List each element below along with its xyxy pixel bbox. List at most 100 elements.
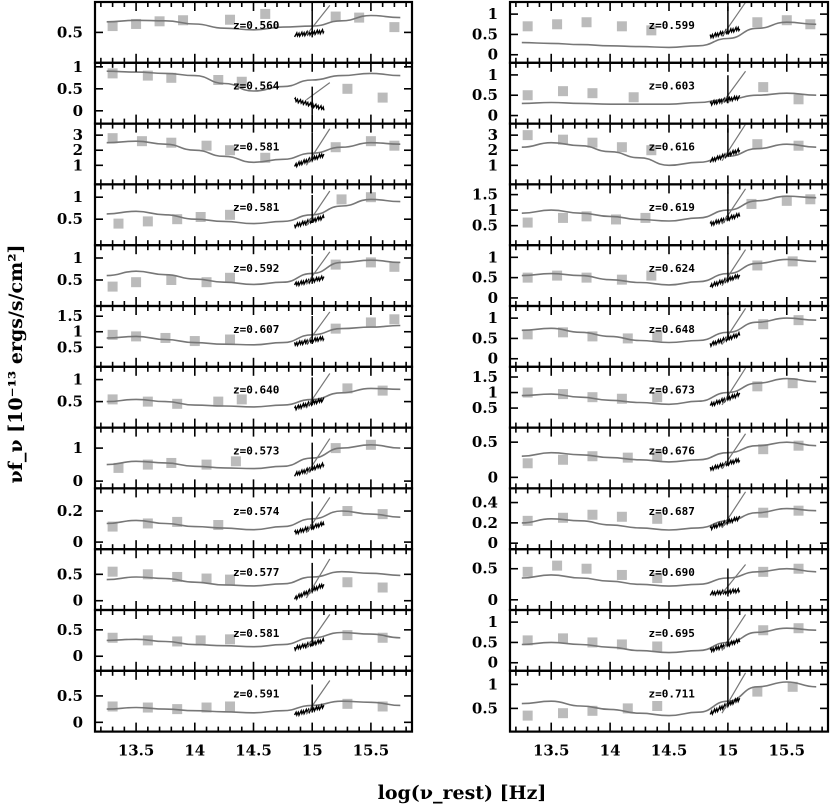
- model-curve: [521, 92, 817, 106]
- photometry-point: [558, 327, 568, 338]
- photometry-point: [793, 440, 804, 451]
- y-tick-label: 0: [488, 654, 498, 672]
- photometry-point: [178, 15, 189, 26]
- photometry-point: [616, 274, 627, 285]
- y-tick-label: 1: [488, 248, 498, 266]
- model-curve: [106, 14, 401, 31]
- model-curve: [106, 443, 401, 470]
- spectrum-line: [709, 94, 741, 107]
- photometry-point: [201, 573, 212, 584]
- photometry-point: [225, 209, 236, 220]
- x-tick-label: 14: [600, 742, 621, 760]
- panel-17: z=0.624 1 0.5 0: [472, 244, 830, 308]
- redshift-label: z=0.560: [233, 19, 279, 32]
- photometry-point: [787, 256, 798, 267]
- panel-data: [106, 680, 401, 718]
- photometry-point: [389, 314, 400, 325]
- spectrum-line: [293, 461, 325, 477]
- photometry-point: [166, 137, 177, 148]
- panel-data: [106, 438, 401, 477]
- y-tick-label: 1: [488, 201, 498, 219]
- photometry-point: [552, 560, 563, 571]
- spectrum-extrapolation: [721, 672, 747, 714]
- photometry-point: [758, 444, 769, 455]
- spectrum-extrapolation: [305, 311, 331, 345]
- photometry-point: [225, 14, 236, 25]
- panel-frame: [93, 669, 414, 733]
- redshift-label: z=0.673: [649, 384, 695, 397]
- photometry-point: [201, 459, 212, 470]
- y-tick-label: 0: [488, 289, 498, 307]
- panel-data: [521, 249, 817, 289]
- y-tick-label: 0: [73, 533, 83, 551]
- x-tick-label: 15: [717, 742, 738, 760]
- photometry-point: [752, 139, 763, 150]
- x-axis-title: log(ν_rest) [Hz]: [378, 782, 547, 804]
- panel-data: [521, 2, 817, 49]
- photometry-point: [552, 270, 563, 281]
- model-curve: [521, 377, 817, 406]
- model-curve: [521, 681, 817, 717]
- x-tick-label: 15: [302, 742, 323, 760]
- panel-10: z=0.577 0.5 0: [57, 548, 414, 612]
- panel-2: z=0.564 1 0.5 0: [57, 58, 414, 125]
- photometry-point: [201, 140, 212, 151]
- photometry-point: [213, 520, 224, 531]
- model-curve: [521, 21, 817, 49]
- redshift-label: z=0.607: [233, 323, 279, 336]
- panel-14: z=0.603 1 0.5 0: [472, 61, 830, 125]
- spectrum-extrapolation: [305, 190, 331, 227]
- spectrum-line: [709, 696, 741, 717]
- photometry-point: [365, 136, 376, 147]
- photometry-point: [587, 509, 598, 520]
- photometry-point: [558, 454, 568, 465]
- photometry-point: [781, 195, 792, 206]
- photometry-point: [652, 641, 663, 652]
- y-tick-label: 0.5: [57, 23, 83, 41]
- photometry-point: [587, 637, 598, 648]
- spectrum-extrapolation: [305, 82, 331, 101]
- photometry-point: [616, 142, 627, 153]
- spectrum-extrapolation: [721, 70, 747, 104]
- panel-data: [521, 123, 817, 167]
- panel-frame: [93, 365, 414, 429]
- photometry-point: [587, 88, 598, 99]
- photometry-point: [558, 512, 568, 523]
- redshift-label: z=0.648: [649, 323, 695, 336]
- spectrum-line: [293, 396, 325, 412]
- y-tick-label: 0: [488, 46, 498, 64]
- x-tick-label: 13.5: [118, 742, 155, 760]
- y-tick-label: 1: [73, 156, 83, 174]
- photometry-point: [558, 212, 568, 223]
- model-curve: [106, 198, 401, 225]
- photometry-point: [558, 708, 568, 719]
- y-tick-label: 1: [488, 675, 498, 693]
- spectrum-extrapolation: [305, 497, 331, 534]
- spectrum-line: [294, 96, 325, 111]
- panel-data: [521, 672, 817, 721]
- photometry-point: [752, 17, 763, 28]
- y-tick-label: 1: [73, 188, 83, 206]
- photometry-point: [142, 518, 153, 529]
- photometry-point: [107, 21, 118, 32]
- model-curve: [521, 317, 817, 344]
- model-curve: [521, 627, 817, 654]
- redshift-label: z=0.581: [233, 140, 280, 153]
- y-tick-label: 0.5: [57, 565, 83, 583]
- spectrum-line: [293, 152, 325, 169]
- panel-frame: [508, 183, 830, 247]
- photometry-point: [652, 513, 663, 524]
- y-tick-label: 0.5: [472, 633, 498, 651]
- redshift-label: z=0.603: [649, 80, 695, 93]
- spectrum-line: [709, 146, 741, 164]
- photometry-point: [260, 152, 271, 163]
- model-curve: [521, 507, 817, 531]
- y-tick-label: 0.5: [472, 217, 498, 235]
- photometry-point: [377, 509, 388, 520]
- panel-data: [106, 68, 401, 115]
- panel-data: [106, 558, 401, 601]
- y-tick-label: 1: [73, 249, 83, 267]
- photometry-point: [160, 332, 171, 343]
- photometry-point: [342, 83, 353, 94]
- panel-1: z=0.560 0.5: [57, 0, 414, 64]
